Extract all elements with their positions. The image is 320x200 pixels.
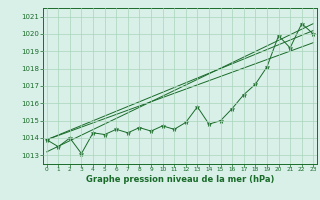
X-axis label: Graphe pression niveau de la mer (hPa): Graphe pression niveau de la mer (hPa): [86, 175, 274, 184]
